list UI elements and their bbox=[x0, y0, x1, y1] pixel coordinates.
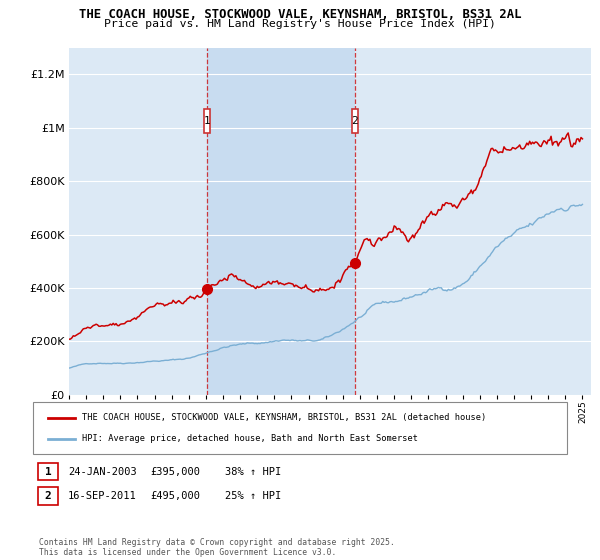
Text: 24-JAN-2003: 24-JAN-2003 bbox=[68, 466, 137, 477]
Text: 2: 2 bbox=[352, 116, 358, 126]
Text: 16-SEP-2011: 16-SEP-2011 bbox=[68, 491, 137, 501]
Text: £495,000: £495,000 bbox=[150, 491, 200, 501]
Text: HPI: Average price, detached house, Bath and North East Somerset: HPI: Average price, detached house, Bath… bbox=[82, 435, 418, 444]
Text: 1: 1 bbox=[44, 466, 52, 477]
FancyBboxPatch shape bbox=[352, 109, 358, 133]
Text: Price paid vs. HM Land Registry's House Price Index (HPI): Price paid vs. HM Land Registry's House … bbox=[104, 19, 496, 29]
Text: 2: 2 bbox=[44, 491, 52, 501]
Text: £395,000: £395,000 bbox=[150, 466, 200, 477]
Text: THE COACH HOUSE, STOCKWOOD VALE, KEYNSHAM, BRISTOL, BS31 2AL (detached house): THE COACH HOUSE, STOCKWOOD VALE, KEYNSHA… bbox=[82, 413, 487, 422]
Text: 25% ↑ HPI: 25% ↑ HPI bbox=[225, 491, 281, 501]
FancyBboxPatch shape bbox=[205, 109, 210, 133]
Text: THE COACH HOUSE, STOCKWOOD VALE, KEYNSHAM, BRISTOL, BS31 2AL: THE COACH HOUSE, STOCKWOOD VALE, KEYNSHA… bbox=[79, 8, 521, 21]
Text: 38% ↑ HPI: 38% ↑ HPI bbox=[225, 466, 281, 477]
Bar bbox=[207, 48, 355, 395]
Text: Contains HM Land Registry data © Crown copyright and database right 2025.
This d: Contains HM Land Registry data © Crown c… bbox=[39, 538, 395, 557]
Text: 1: 1 bbox=[204, 116, 211, 126]
